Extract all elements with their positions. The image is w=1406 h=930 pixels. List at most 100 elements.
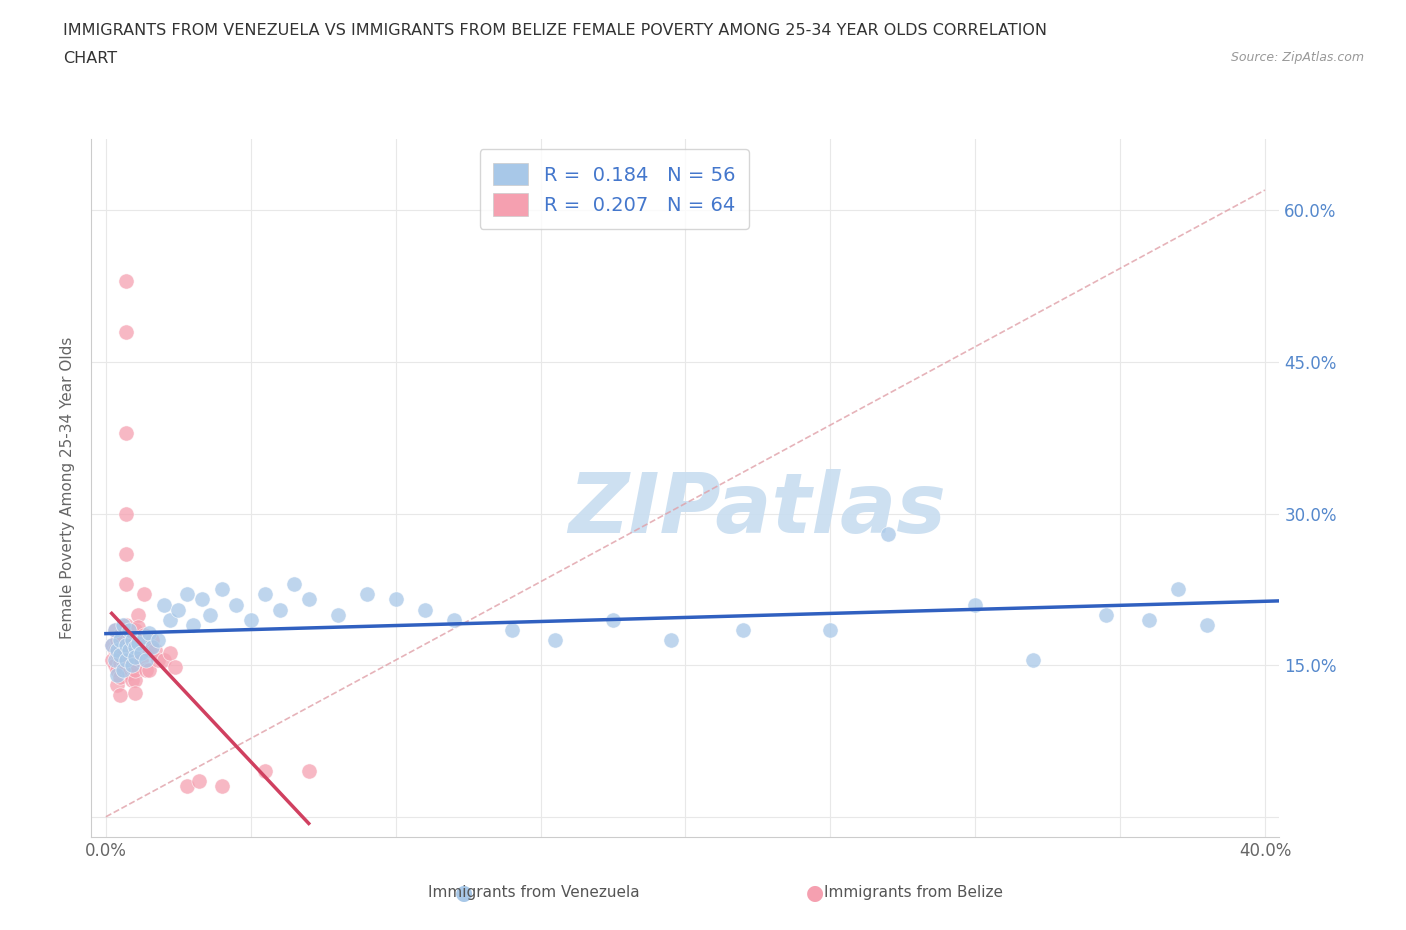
Point: [118, 640, 141, 655]
Point: [100, 653, 122, 668]
Point: [103, 643, 125, 658]
Point: [269, 602, 291, 617]
Point: [153, 653, 176, 668]
Point: [115, 506, 138, 521]
Point: [115, 547, 138, 562]
Text: Immigrants from Belize: Immigrants from Belize: [824, 885, 1004, 900]
Point: [1094, 607, 1116, 622]
Point: [135, 637, 157, 652]
Point: [124, 647, 146, 662]
Point: [146, 632, 169, 647]
Point: [124, 640, 146, 655]
Point: [121, 659, 143, 674]
Point: [146, 653, 169, 668]
Point: [124, 659, 146, 674]
Point: [118, 632, 141, 647]
Text: ZIPatlas: ZIPatlas: [568, 469, 946, 550]
Point: [124, 663, 146, 678]
Point: [115, 273, 138, 288]
Point: [124, 653, 146, 668]
Point: [254, 587, 277, 602]
Point: [239, 612, 262, 627]
Point: [733, 622, 755, 637]
Point: [211, 779, 233, 794]
Point: [110, 656, 132, 671]
Point: [153, 597, 176, 612]
Point: [118, 643, 141, 658]
Point: [187, 774, 209, 789]
Point: [138, 643, 160, 658]
Point: [132, 628, 155, 643]
Point: [100, 637, 122, 652]
Point: [298, 764, 321, 778]
Point: [176, 779, 198, 794]
Point: [121, 632, 143, 647]
Point: [129, 645, 152, 660]
Point: [121, 673, 143, 688]
Point: [225, 597, 247, 612]
Point: [1195, 618, 1218, 632]
Point: [107, 643, 129, 658]
Point: [110, 688, 132, 703]
Point: [1022, 653, 1045, 668]
Point: [118, 666, 141, 681]
Point: [112, 632, 135, 647]
Point: [135, 663, 157, 678]
Point: [141, 632, 163, 647]
Point: [112, 659, 135, 674]
Point: [112, 645, 135, 660]
Point: [115, 325, 138, 339]
Point: [115, 637, 138, 652]
Point: [124, 635, 146, 650]
Point: [107, 645, 129, 660]
Point: [198, 607, 221, 622]
Text: Source: ZipAtlas.com: Source: ZipAtlas.com: [1230, 51, 1364, 64]
Point: [110, 670, 132, 684]
Point: [159, 612, 181, 627]
Point: [124, 686, 146, 701]
Point: [132, 630, 155, 644]
Point: [103, 653, 125, 668]
Point: [143, 643, 166, 658]
Point: [501, 622, 523, 637]
Text: IMMIGRANTS FROM VENEZUELA VS IMMIGRANTS FROM BELIZE FEMALE POVERTY AMONG 25-34 Y: IMMIGRANTS FROM VENEZUELA VS IMMIGRANTS …: [63, 23, 1047, 38]
Point: [413, 602, 436, 617]
Point: [110, 647, 132, 662]
Point: [115, 618, 138, 632]
Point: [124, 650, 146, 665]
Point: [118, 622, 141, 637]
Text: ●: ●: [456, 883, 472, 903]
Point: [181, 618, 204, 632]
Point: [112, 663, 135, 678]
Point: [103, 622, 125, 637]
Point: [127, 619, 149, 634]
Point: [129, 632, 152, 647]
Text: ●: ●: [807, 883, 824, 903]
Point: [820, 622, 842, 637]
Point: [115, 653, 138, 668]
Point: [129, 653, 152, 668]
Point: [1167, 582, 1189, 597]
Point: [138, 625, 160, 640]
Point: [107, 663, 129, 678]
Point: [115, 577, 138, 591]
Point: [107, 678, 129, 693]
Point: [254, 764, 277, 778]
Point: [110, 632, 132, 647]
Text: CHART: CHART: [63, 51, 117, 66]
Point: [121, 632, 143, 647]
Y-axis label: Female Poverty Among 25-34 Year Olds: Female Poverty Among 25-34 Year Olds: [60, 337, 76, 640]
Point: [356, 587, 378, 602]
Point: [165, 659, 187, 674]
Text: Immigrants from Venezuela: Immigrants from Venezuela: [429, 885, 640, 900]
Point: [124, 643, 146, 658]
Point: [132, 587, 155, 602]
Point: [544, 632, 567, 647]
Point: [1137, 612, 1160, 627]
Point: [384, 592, 406, 607]
Point: [124, 622, 146, 637]
Point: [107, 668, 129, 683]
Point: [127, 607, 149, 622]
Point: [103, 658, 125, 672]
Point: [127, 635, 149, 650]
